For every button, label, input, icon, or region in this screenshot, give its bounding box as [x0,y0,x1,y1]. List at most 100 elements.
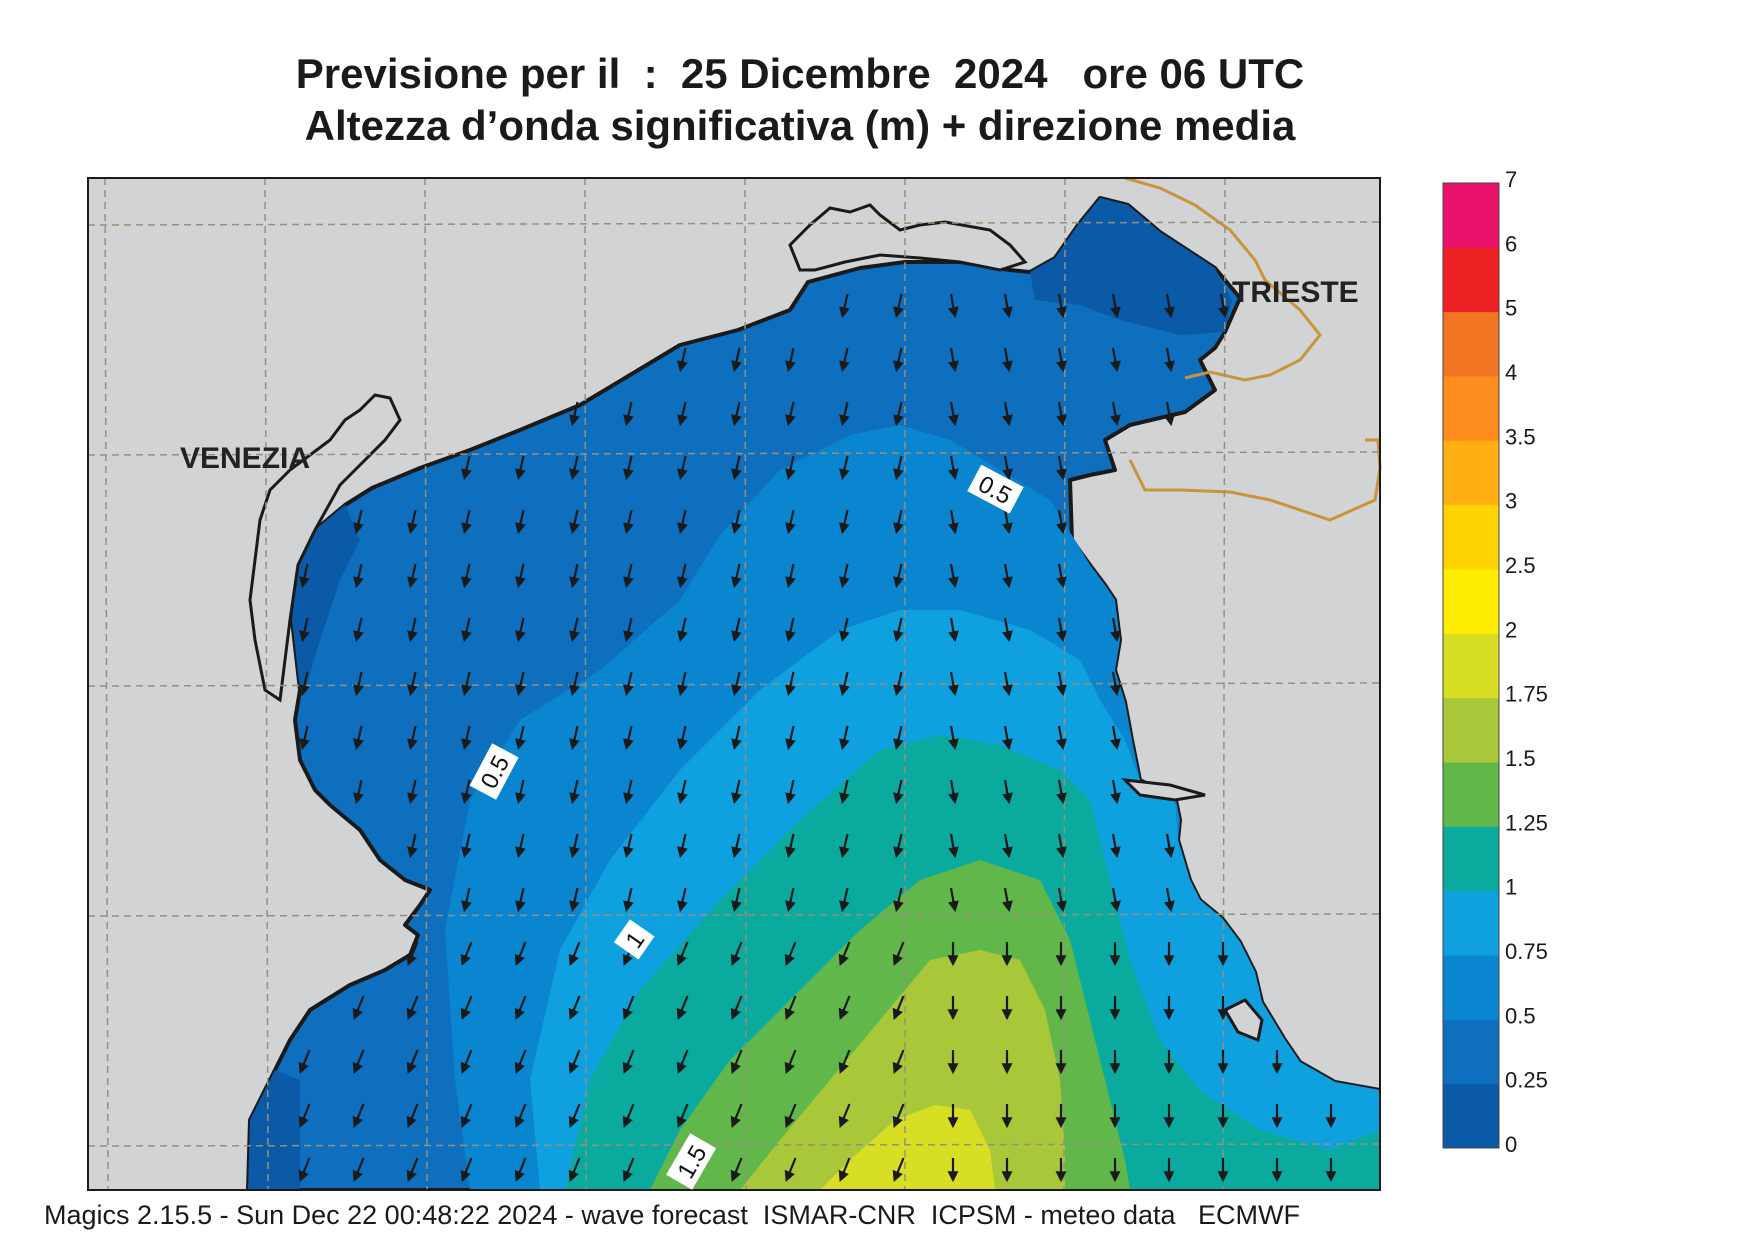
wave-direction-arrow [353,509,364,535]
wave-direction-arrow [784,1049,797,1075]
wave-direction-arrow [785,347,796,373]
wave-direction-arrow [948,293,959,319]
wave-direction-arrow [948,725,959,751]
legend-swatch [1443,633,1499,699]
wave-direction-arrow [1110,725,1121,751]
wave-direction-arrow [1002,671,1013,697]
legend-swatch [1443,569,1499,634]
wave-direction-arrow [1056,617,1067,643]
wave-direction-arrow [785,779,796,805]
wave-direction-arrow [839,455,850,481]
title-line-2: Altezza d’onda significativa (m) + direz… [304,102,1296,149]
wave-direction-arrow [785,725,796,751]
wave-direction-arrow [515,617,526,643]
wave-direction-arrow [731,563,742,589]
wave-direction-arrow [460,941,473,967]
wave-direction-arrow [623,401,634,427]
wave-direction-arrow [731,887,742,913]
wave-direction-arrow [731,779,742,805]
wave-direction-arrow [839,671,850,697]
wave-direction-arrow [893,779,904,805]
wave-direction-arrow [784,995,797,1021]
wave-direction-arrow [1056,563,1067,589]
wave-direction-arrow [1002,293,1013,319]
legend-swatch [1443,697,1499,763]
wave-direction-arrow [1164,293,1175,319]
wave-direction-arrow [948,509,959,535]
wave-direction-arrow [785,833,796,859]
wave-direction-arrow [514,1049,527,1075]
wave-direction-arrow [568,1103,581,1129]
wave-direction-arrow [1002,779,1013,805]
land-istria-tip [1120,778,1206,802]
wave-direction-arrow [1110,779,1121,805]
wave-direction-arrow [515,779,526,805]
wave-direction-arrow [460,995,473,1021]
wave-direction-arrow [1164,833,1175,859]
wave-direction-arrow [515,509,526,535]
title-line-1: Previsione per il : 25 Dicembre 2024 ore… [295,50,1305,97]
wave-direction-arrow [1056,779,1067,805]
wave-direction-arrow [460,1157,473,1183]
wave-direction-arrow [1218,293,1229,319]
wave-direction-arrow [406,1103,419,1129]
wave-direction-arrow [839,779,850,805]
wave-direction-arrow [1002,455,1013,481]
wave-direction-arrow [406,1157,419,1183]
wave-direction-arrow [893,887,904,913]
wave-direction-arrow [785,617,796,643]
wave-direction-arrow [353,725,364,751]
wave-direction-arrow [568,941,581,967]
wave-direction-arrow [677,779,688,805]
wave-direction-arrow [569,725,580,751]
wave-direction-arrow [623,887,634,913]
land-lagoon-venezia [248,393,402,703]
wave-direction-arrow [785,887,796,913]
wave-direction-arrow [677,509,688,535]
footer-credits: Magics 2.15.5 - Sun Dec 22 00:48:22 2024… [44,1200,1300,1230]
band-0-0.25-trieste [1030,198,1232,335]
wave-direction-arrow [1056,509,1067,535]
wave-direction-arrow [407,617,418,643]
wave-direction-arrow [784,1103,797,1129]
wave-direction-arrow [406,1049,419,1075]
wave-direction-arrow [406,995,419,1021]
wave-direction-arrow [677,347,688,373]
legend-tick-label: 6 [1505,231,1517,256]
wave-direction-arrow [785,671,796,697]
wave-direction-arrow [893,509,904,535]
wave-direction-arrow [1056,725,1067,751]
wave-direction-arrow [461,833,472,859]
wave-direction-arrow [893,293,904,319]
wave-direction-arrow [407,671,418,697]
legend-tick-label: 0.25 [1505,1068,1548,1093]
wave-direction-arrow [893,725,904,751]
wave-direction-arrow [569,833,580,859]
wave-direction-arrow [407,725,418,751]
wave-direction-arrow [677,833,688,859]
legend-swatch [1443,504,1499,570]
wave-direction-arrow [948,347,959,373]
legend-swatch [1443,762,1499,827]
wave-direction-arrow [569,563,580,589]
wave-direction-arrow [623,617,634,643]
wave-direction-arrow [569,509,580,535]
wave-direction-arrow [676,941,689,967]
wave-direction-arrow [676,1103,689,1129]
color-legend: 0 0.25 0.5 0.75 1 1.25 1.5 1.75 2 2.5 3 3.5 4 5 6 7 [1442,167,1548,1157]
wave-direction-arrow [1002,401,1013,427]
band-0-0.25-west-south [248,1070,300,1190]
wave-direction-arrows [298,293,1337,1183]
wave-direction-arrow [839,401,850,427]
wave-direction-arrow [948,455,959,481]
legend-tick-label: 3.5 [1505,424,1536,449]
wave-direction-arrow [1056,833,1067,859]
wave-direction-arrow [838,941,851,967]
wave-direction-arrow [839,563,850,589]
wave-direction-arrow [1002,617,1013,643]
wave-direction-arrow [948,671,959,697]
wave-direction-arrow [461,725,472,751]
wave-direction-arrow [622,1103,635,1129]
wave-direction-arrow [1002,563,1013,589]
wave-direction-arrow [1002,509,1013,535]
